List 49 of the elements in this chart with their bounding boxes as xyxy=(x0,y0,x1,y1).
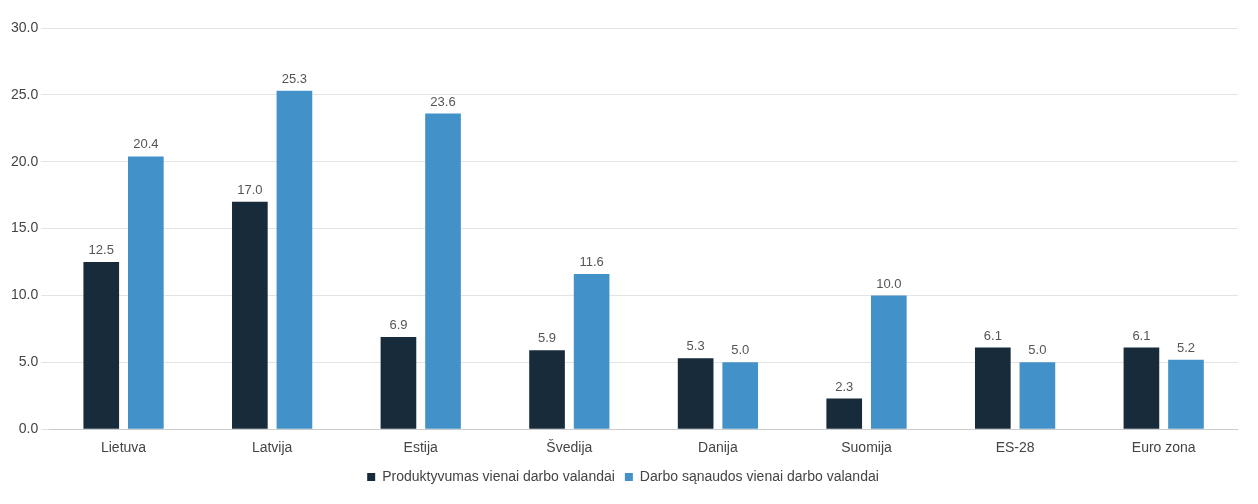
bar xyxy=(83,262,120,429)
y-tick-label: 25.0 xyxy=(11,85,39,102)
bar xyxy=(276,90,313,429)
data-label: 2.3 xyxy=(835,378,854,394)
data-label: 10.0 xyxy=(876,275,902,291)
data-label: 5.9 xyxy=(538,330,557,346)
x-tick-label: Švedija xyxy=(546,439,593,456)
bar xyxy=(1123,347,1160,429)
x-tick-label: Estija xyxy=(403,439,439,456)
data-label: 5.0 xyxy=(1028,342,1047,358)
bar xyxy=(425,113,461,429)
bar xyxy=(232,201,268,429)
bar xyxy=(128,156,164,429)
bar xyxy=(529,350,565,429)
x-tick-label: Lietuva xyxy=(100,439,147,456)
data-label: 6.1 xyxy=(1132,327,1151,343)
bar xyxy=(870,295,907,429)
bar xyxy=(1019,362,1056,429)
bar xyxy=(677,358,714,429)
legend-label: Darbo sąnaudos vienai darbo valandai xyxy=(639,467,879,484)
x-tick-label: Danija xyxy=(698,439,738,456)
bar xyxy=(722,362,759,429)
data-label: 5.3 xyxy=(686,338,705,354)
data-label: 6.1 xyxy=(983,327,1002,343)
bar xyxy=(1168,359,1204,429)
data-label: 20.4 xyxy=(133,136,159,152)
y-tick-label: 0.0 xyxy=(18,420,39,437)
y-tick-label: 30.0 xyxy=(11,18,39,35)
data-label: 11.6 xyxy=(579,254,604,270)
data-label: 12.5 xyxy=(88,242,114,258)
data-label: 5.0 xyxy=(731,342,750,358)
y-tick-label: 5.0 xyxy=(18,353,39,370)
bar xyxy=(826,398,863,429)
bar xyxy=(974,347,1011,429)
x-tick-label: Euro zona xyxy=(1131,439,1196,456)
data-label: 23.6 xyxy=(430,93,456,109)
y-tick-label: 10.0 xyxy=(11,286,39,303)
data-label: 25.3 xyxy=(281,70,308,86)
data-label: 17.0 xyxy=(237,181,263,197)
y-tick-label: 15.0 xyxy=(11,219,39,236)
x-tick-label: Latvija xyxy=(251,439,293,456)
bar xyxy=(573,274,610,429)
data-label: 5.2 xyxy=(1176,339,1196,355)
data-label: 6.9 xyxy=(389,317,408,332)
x-tick-label: Suomija xyxy=(841,439,893,456)
bar xyxy=(380,336,417,429)
y-tick-label: 20.0 xyxy=(11,152,39,169)
legend-label: Produktyvumas vienai darbo valandai xyxy=(382,467,615,484)
x-tick-label: ES-28 xyxy=(995,439,1035,456)
